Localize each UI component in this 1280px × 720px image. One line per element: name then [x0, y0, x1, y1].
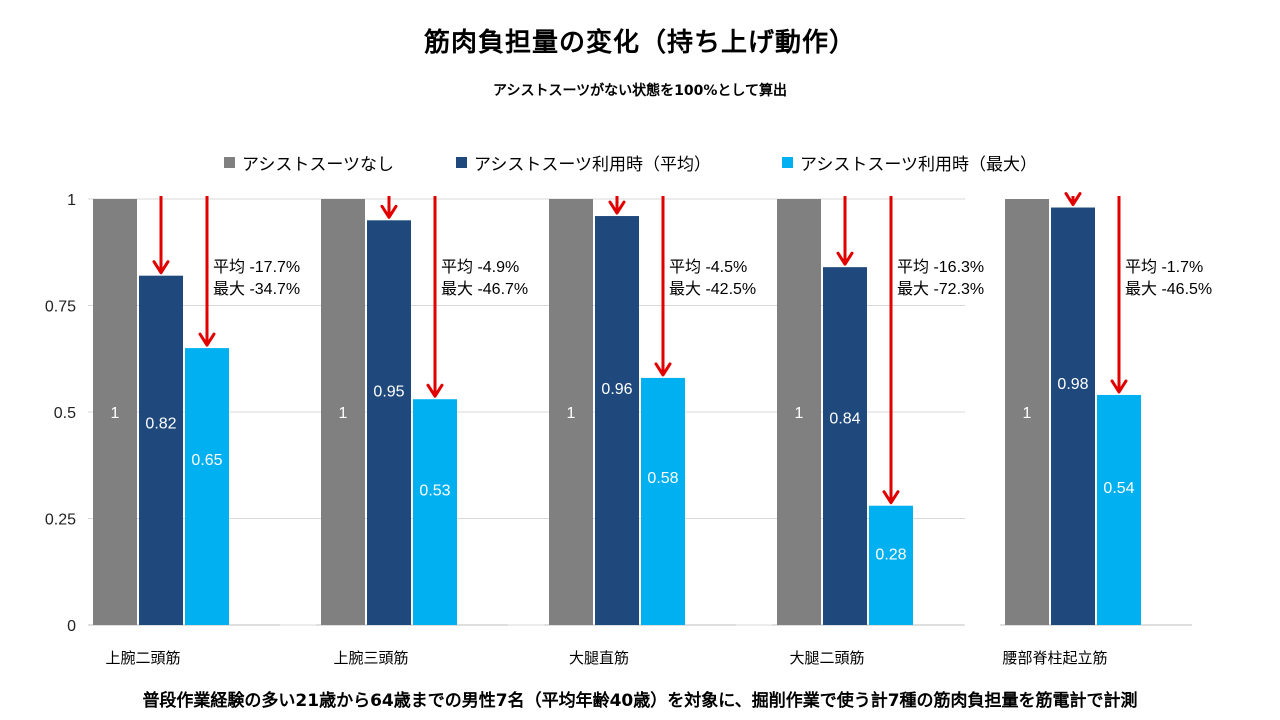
reduction-arrowhead: [380, 204, 398, 219]
bar-avg: [367, 220, 411, 626]
bar-value-label: 1: [1023, 405, 1032, 422]
bar-avg: [139, 275, 183, 625]
annotation-max: 最大 -46.5%: [1125, 280, 1212, 298]
chart-subtitle: アシストスーツがない状態を100%として算出: [493, 83, 787, 99]
reduction-arrowhead: [608, 200, 626, 215]
reduction-arrowhead: [426, 383, 444, 398]
legend-item-max: アシストスーツ利用時（最大）: [782, 150, 1037, 175]
y-tick-label: 0.25: [45, 512, 76, 529]
bar-value-label: 0.84: [829, 410, 860, 427]
reduction-arrowhead: [882, 490, 900, 505]
bar-avg: [1051, 207, 1095, 625]
annotation-avg: 平均 -16.3%: [897, 258, 984, 276]
x-category-label: 上腕三頭筋: [333, 650, 408, 667]
bar-none: [321, 199, 365, 625]
footnote: 普段作業経験の多い21歳から64歳までの男性7名（平均年齢40歳）を対象に、掘削…: [142, 691, 1138, 711]
bar-max: [1097, 394, 1141, 625]
bar-max: [185, 348, 229, 625]
legend-item-none: アシストスーツなし: [224, 150, 394, 175]
bar-value-label: 0.58: [647, 470, 678, 487]
annotation-max: 最大 -72.3%: [897, 280, 984, 298]
bar-none: [93, 199, 137, 625]
x-category-label: 腰部脊柱起立筋: [1002, 650, 1107, 667]
reduction-arrowhead: [1110, 379, 1128, 394]
annotation-max: 最大 -42.5%: [669, 280, 756, 298]
bar-value-label: 0.96: [601, 381, 632, 398]
legend-swatch-avg: [456, 156, 467, 168]
y-tick-label: 0.75: [45, 299, 76, 316]
reduction-arrowhead: [152, 260, 170, 275]
bar-value-label: 0.65: [191, 452, 222, 469]
legend-swatch-none: [224, 156, 235, 168]
annotation-max: 最大 -34.7%: [213, 280, 300, 298]
bar-max: [413, 399, 457, 625]
bar-value-label: 0.54: [1103, 480, 1134, 497]
legend-item-avg: アシストスーツ利用時（平均）: [456, 150, 711, 175]
annotation-avg: 平均 -17.7%: [213, 258, 300, 276]
x-category-label: 大腿直筋: [569, 650, 629, 667]
legend: アシストスーツなし アシストスーツ利用時（平均） アシストスーツ利用時（最大）: [0, 150, 1280, 175]
legend-label-none: アシストスーツなし: [242, 154, 394, 175]
y-tick-label: 0.5: [54, 405, 76, 422]
bar-value-label: 0.95: [373, 383, 404, 400]
bar-value-label: 0.28: [875, 546, 906, 563]
annotation-avg: 平均 -1.7%: [1125, 258, 1203, 276]
bar-value-label: 0.53: [419, 483, 450, 500]
bar-none: [1005, 199, 1049, 625]
bar-avg: [595, 216, 639, 626]
reduction-arrowhead: [654, 362, 672, 377]
bar-value-label: 1: [795, 405, 804, 422]
x-category-label: 大腿二頭筋: [789, 650, 864, 667]
bar-none: [549, 199, 593, 625]
legend-swatch-max: [782, 156, 793, 168]
legend-label-max: アシストスーツ利用時（最大）: [800, 154, 1037, 175]
annotation-avg: 平均 -4.9%: [441, 258, 519, 276]
chart-title: 筋肉負担量の変化（持ち上げ動作）: [423, 28, 856, 58]
bar-none: [777, 199, 821, 625]
bar-value-label: 1: [567, 405, 576, 422]
bar-value-label: 1: [111, 405, 120, 422]
bar-value-label: 0.82: [145, 415, 176, 432]
bar-value-label: 0.98: [1057, 376, 1088, 393]
bar-avg: [823, 267, 867, 625]
y-tick-label: 1: [67, 192, 76, 209]
bar-max: [869, 505, 913, 625]
bar-max: [641, 377, 685, 625]
annotation-max: 最大 -46.7%: [441, 280, 528, 298]
bar-value-label: 1: [339, 405, 348, 422]
annotation-avg: 平均 -4.5%: [669, 258, 747, 276]
reduction-arrowhead: [1064, 192, 1082, 207]
y-tick-label: 0: [67, 618, 76, 635]
reduction-arrowhead: [198, 332, 216, 347]
legend-label-avg: アシストスーツ利用時（平均）: [474, 154, 711, 175]
reduction-arrowhead: [836, 251, 854, 266]
x-category-label: 上腕二頭筋: [105, 650, 180, 667]
